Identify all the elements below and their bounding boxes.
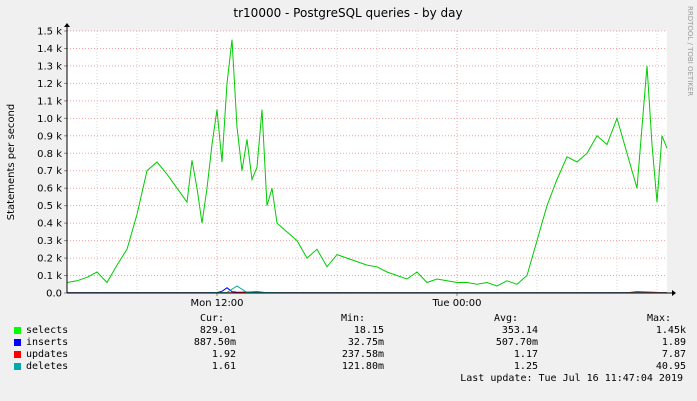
y-tick-label: 0.5 k [37, 201, 62, 212]
y-tick-label: 1.1 k [37, 96, 62, 107]
legend-cur: 1.92 [211, 349, 236, 360]
legend-swatch [14, 363, 21, 370]
y-tick-label: 1.3 k [37, 61, 62, 72]
legend-swatch [14, 339, 21, 346]
legend-min: 32.75m [347, 337, 384, 348]
y-tick-label: 0.7 k [37, 166, 62, 177]
legend-header-max: Max: [647, 313, 672, 324]
y-tick-label: 1.4 k [37, 44, 62, 55]
legend-cur: 887.50m [193, 337, 236, 348]
legend-max: 40.95 [655, 361, 686, 372]
y-axis-arrow [64, 23, 70, 27]
legend-row: selects 829.01 18.15 353.14 1.45k [14, 325, 686, 337]
legend-avg: 1.17 [513, 349, 538, 360]
legend-max: 7.87 [661, 349, 686, 360]
legend-row: deletes 1.61 121.80m 1.25 40.95 [14, 361, 686, 373]
y-axis-label: Statements per second [6, 104, 17, 220]
legend-name: inserts [26, 337, 69, 348]
series-line-selects [66, 39, 668, 287]
legend-cur: 1.61 [211, 361, 236, 372]
y-tick-label: 1.2 k [37, 79, 62, 90]
legend-avg: 353.14 [501, 325, 538, 336]
y-tick-label: 1.5 k [37, 27, 62, 38]
legend-avg: 507.70m [495, 337, 538, 348]
legend-name: selects [26, 325, 69, 336]
x-tick-label: Mon 12:00 [190, 298, 243, 309]
legend-row: updates 1.92 237.58m 1.17 7.87 [14, 349, 686, 361]
y-tick-label: 0.0 [46, 289, 62, 300]
y-tick-label: 0.9 k [37, 131, 62, 142]
legend-header-cur: Cur: [200, 313, 225, 324]
chart-svg: tr10000 - PostgreSQL queries - by day St… [6, 6, 694, 310]
y-tick-label: 0.3 k [37, 236, 62, 247]
legend-name: updates [26, 349, 69, 360]
legend-min: 237.58m [341, 349, 384, 360]
legend-min: 121.80m [341, 361, 384, 372]
x-tick-label: Tue 00:00 [431, 298, 481, 309]
last-update: Last update: Tue Jul 16 11:47:04 2019 [460, 373, 683, 384]
legend-header-avg: Avg: [494, 313, 519, 324]
legend-cur: 829.01 [199, 325, 236, 336]
legend-max: 1.89 [661, 337, 686, 348]
legend-swatch [14, 351, 21, 358]
grid [67, 30, 667, 293]
chart-title: tr10000 - PostgreSQL queries - by day [233, 6, 462, 20]
y-tick-label: 0.8 k [37, 149, 62, 160]
y-tick-label: 0.1 k [37, 271, 62, 282]
y-tick-label: 0.6 k [37, 184, 62, 195]
legend-swatch [14, 327, 21, 334]
axes [64, 23, 676, 296]
y-tick-label: 0.4 k [37, 219, 62, 230]
y-tick-label: 0.2 k [37, 254, 62, 265]
x-axis-arrow [672, 290, 676, 296]
watermark: RRDTOOL / TOBI OETIKER [686, 6, 694, 96]
axis-ticks: 0.0 0.1 k 0.2 k 0.3 k 0.4 k 0.5 k 0.6 k 0.7 k 0.… [37, 27, 481, 310]
y-tick-label: 1.0 k [37, 114, 62, 125]
plot-area [67, 31, 667, 293]
legend-min: 18.15 [353, 325, 384, 336]
legend-max: 1.45k [655, 325, 686, 336]
legend-avg: 1.25 [513, 361, 538, 372]
legend-name: deletes [26, 361, 69, 372]
legend-row: inserts 887.50m 32.75m 507.70m 1.89 [14, 337, 686, 349]
legend-header-min: Min: [341, 313, 366, 324]
